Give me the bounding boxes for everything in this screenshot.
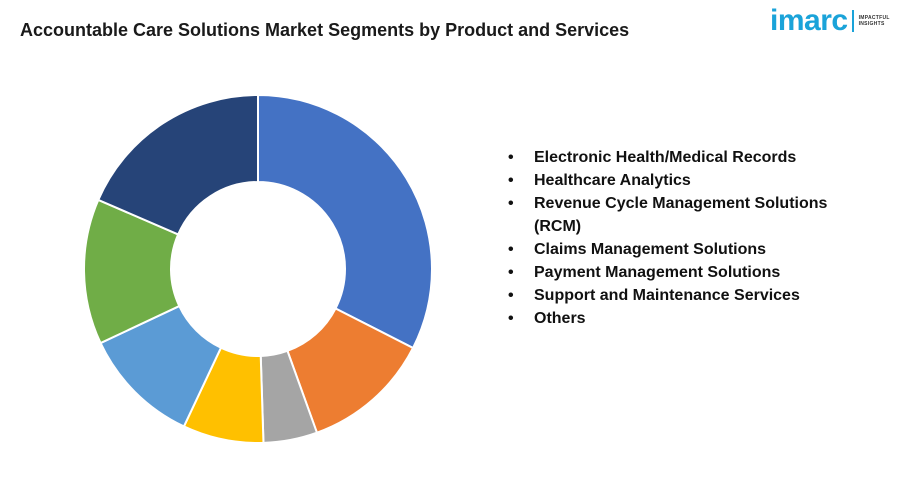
legend-item: Electronic Health/Medical Records <box>508 146 838 169</box>
logo-tagline: IMPACTFUL INSIGHTS <box>859 15 890 27</box>
imarc-logo: imarc IMPACTFUL INSIGHTS <box>770 4 890 38</box>
legend-item: Payment Management Solutions <box>508 261 838 284</box>
legend-item: Others <box>508 307 838 330</box>
donut-slice-1 <box>257 93 433 350</box>
logo-tagline-line-1: IMPACTFUL <box>858 15 890 21</box>
legend-item: Revenue Cycle Management Solutions (RCM) <box>508 192 838 238</box>
logo-divider <box>851 10 854 32</box>
legend-item: Support and Maintenance Services <box>508 284 838 307</box>
chart-title: Accountable Care Solutions Market Segmen… <box>20 20 630 40</box>
legend-item: Claims Management Solutions <box>508 238 838 261</box>
legend-item: Healthcare Analytics <box>508 169 838 192</box>
legend: Electronic Health/Medical Records Health… <box>508 146 838 330</box>
logo-wordmark: imarc <box>770 4 848 37</box>
donut-slice-7 <box>96 93 259 236</box>
donut-chart <box>83 93 433 444</box>
logo-tagline-line-2: INSIGHTS <box>858 21 885 27</box>
